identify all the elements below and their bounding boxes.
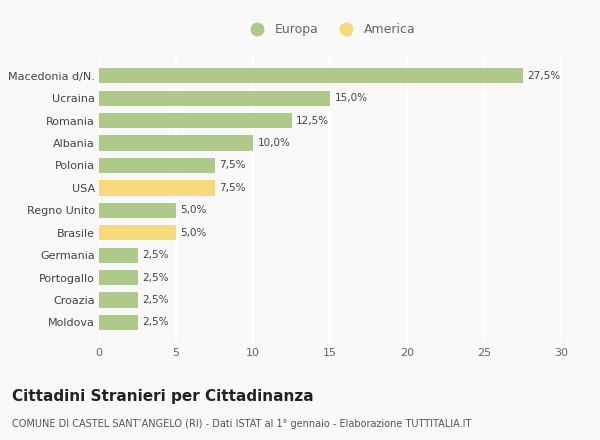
Bar <box>99 113 292 128</box>
Bar <box>99 270 137 285</box>
Text: 5,0%: 5,0% <box>181 228 207 238</box>
Text: 2,5%: 2,5% <box>142 273 169 282</box>
Bar <box>99 68 523 83</box>
Bar <box>99 158 215 173</box>
Bar <box>99 91 330 106</box>
Text: 2,5%: 2,5% <box>142 318 169 327</box>
Legend: Europa, America: Europa, America <box>242 21 418 39</box>
Text: 10,0%: 10,0% <box>257 138 290 148</box>
Text: 7,5%: 7,5% <box>219 183 245 193</box>
Bar <box>99 203 176 218</box>
Bar <box>99 248 137 263</box>
Text: 27,5%: 27,5% <box>527 71 560 81</box>
Bar <box>99 225 176 240</box>
Text: 7,5%: 7,5% <box>219 161 245 170</box>
Text: 12,5%: 12,5% <box>296 116 329 125</box>
Text: 2,5%: 2,5% <box>142 295 169 305</box>
Bar <box>99 180 215 195</box>
Text: COMUNE DI CASTEL SANT’ANGELO (RI) - Dati ISTAT al 1° gennaio - Elaborazione TUTT: COMUNE DI CASTEL SANT’ANGELO (RI) - Dati… <box>12 419 472 429</box>
Text: Cittadini Stranieri per Cittadinanza: Cittadini Stranieri per Cittadinanza <box>12 389 314 404</box>
Text: 15,0%: 15,0% <box>335 93 368 103</box>
Text: 5,0%: 5,0% <box>181 205 207 215</box>
Bar <box>99 136 253 150</box>
Text: 2,5%: 2,5% <box>142 250 169 260</box>
Bar <box>99 315 137 330</box>
Bar <box>99 293 137 308</box>
